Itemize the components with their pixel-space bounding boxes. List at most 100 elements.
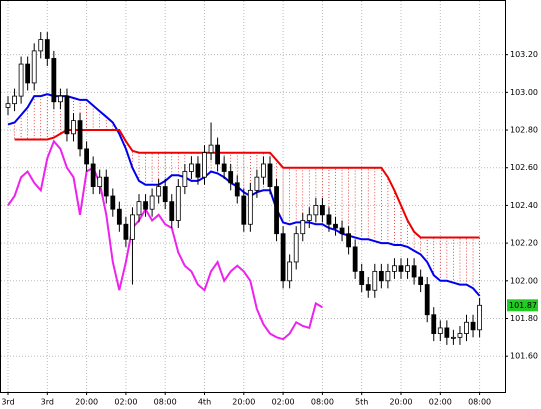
y-tick-label: 102.80 (510, 126, 538, 135)
candle-body (247, 189, 253, 225)
candle-body (31, 50, 37, 84)
candle-body (261, 163, 266, 178)
y-tick-label: 102.40 (510, 201, 538, 210)
x-tick-label: 5th (355, 398, 368, 407)
candle-body (38, 39, 44, 52)
candle-body (326, 214, 332, 225)
x-tick-label: 02:00 (114, 398, 137, 407)
candle-body (143, 201, 148, 210)
candle-body (221, 163, 227, 172)
candle-body (18, 63, 24, 97)
candle-body (130, 214, 135, 240)
candle-body (228, 171, 234, 184)
candle-body (352, 246, 358, 272)
candle-body (97, 176, 103, 187)
candle-body (464, 321, 469, 334)
candle-body (470, 321, 476, 331)
candle-body (136, 201, 142, 216)
candle-body (51, 58, 57, 103)
y-tick-label: 103.00 (510, 88, 538, 97)
candle-body (365, 284, 371, 291)
x-tick-label: 3rd (41, 398, 54, 407)
candle-body (267, 163, 273, 187)
candle-body (287, 261, 293, 282)
candle-body (64, 95, 70, 135)
y-tick-label: 102.20 (510, 239, 538, 248)
candle-body (450, 336, 456, 339)
y-tick-label: 101.80 (510, 314, 538, 323)
x-tick-label: 20:00 (389, 398, 412, 407)
candle-body (241, 195, 247, 225)
x-tick-label: 08:00 (468, 398, 491, 407)
candle-body (149, 195, 155, 210)
x-tick-label: 4th (198, 398, 211, 407)
candle-body (5, 103, 11, 108)
candle-body (234, 182, 240, 197)
candle-body (84, 148, 89, 165)
candle-body (398, 265, 404, 272)
candle-body (411, 265, 417, 278)
last-price-label: 101.87 (509, 301, 537, 310)
candle-body (156, 186, 162, 197)
plot-frame (0, 0, 506, 393)
candle-body (424, 284, 430, 316)
candle-body (116, 208, 122, 225)
candle-body (431, 314, 437, 334)
candle-body (12, 95, 17, 105)
candle-body (182, 171, 188, 187)
candle-body (188, 163, 194, 172)
candle-body (339, 227, 345, 235)
candle-body (477, 304, 483, 331)
candle-body (405, 265, 410, 272)
candle-body (392, 265, 397, 272)
candle-body (385, 270, 391, 282)
candle-body (254, 176, 260, 191)
last-price-box (507, 299, 538, 312)
x-tick-label: 20:00 (75, 398, 98, 407)
y-tick-label: 102.00 (510, 276, 538, 285)
candle-body (90, 163, 96, 187)
candle-body (346, 233, 352, 248)
candle-body (319, 205, 325, 216)
candle-body (437, 327, 443, 334)
y-tick-label: 101.60 (510, 352, 538, 361)
x-tick-label: 08:00 (154, 398, 177, 407)
candle-body (25, 63, 31, 84)
candle-body (306, 214, 312, 221)
candle-body (444, 327, 450, 338)
candle-body (333, 223, 338, 229)
indicator-line (7, 139, 323, 341)
candle-body (378, 270, 384, 282)
x-tick-label: 3rd (1, 398, 14, 407)
candle-body (293, 233, 299, 263)
candle-body (71, 120, 76, 135)
candle-body (359, 270, 365, 285)
candle-body (175, 186, 181, 221)
candle-body (162, 186, 168, 203)
candle-body (418, 276, 424, 285)
candle-body (457, 333, 463, 338)
x-tick-label: 02:00 (429, 398, 452, 407)
candle-body (195, 163, 201, 178)
candle-body (372, 270, 378, 291)
y-tick-label: 102.60 (510, 163, 538, 172)
y-tick-label: 103.20 (510, 50, 538, 59)
candle-body (77, 120, 83, 150)
candle-body (313, 205, 319, 216)
indicator-line (14, 129, 480, 239)
candle-body (208, 144, 214, 154)
candle-body (103, 176, 109, 197)
candle-body (215, 144, 221, 165)
candle-body (110, 195, 116, 210)
x-tick-label: 08:00 (311, 398, 334, 407)
x-tick-label: 20:00 (232, 398, 255, 407)
candle-body (202, 152, 207, 178)
candle-body (300, 220, 306, 235)
candle-body (58, 95, 63, 103)
candle-body (280, 233, 286, 282)
candle-body (169, 201, 175, 221)
x-tick-label: 02:00 (272, 398, 295, 407)
candle-body (123, 223, 129, 240)
candle-body (274, 186, 279, 235)
